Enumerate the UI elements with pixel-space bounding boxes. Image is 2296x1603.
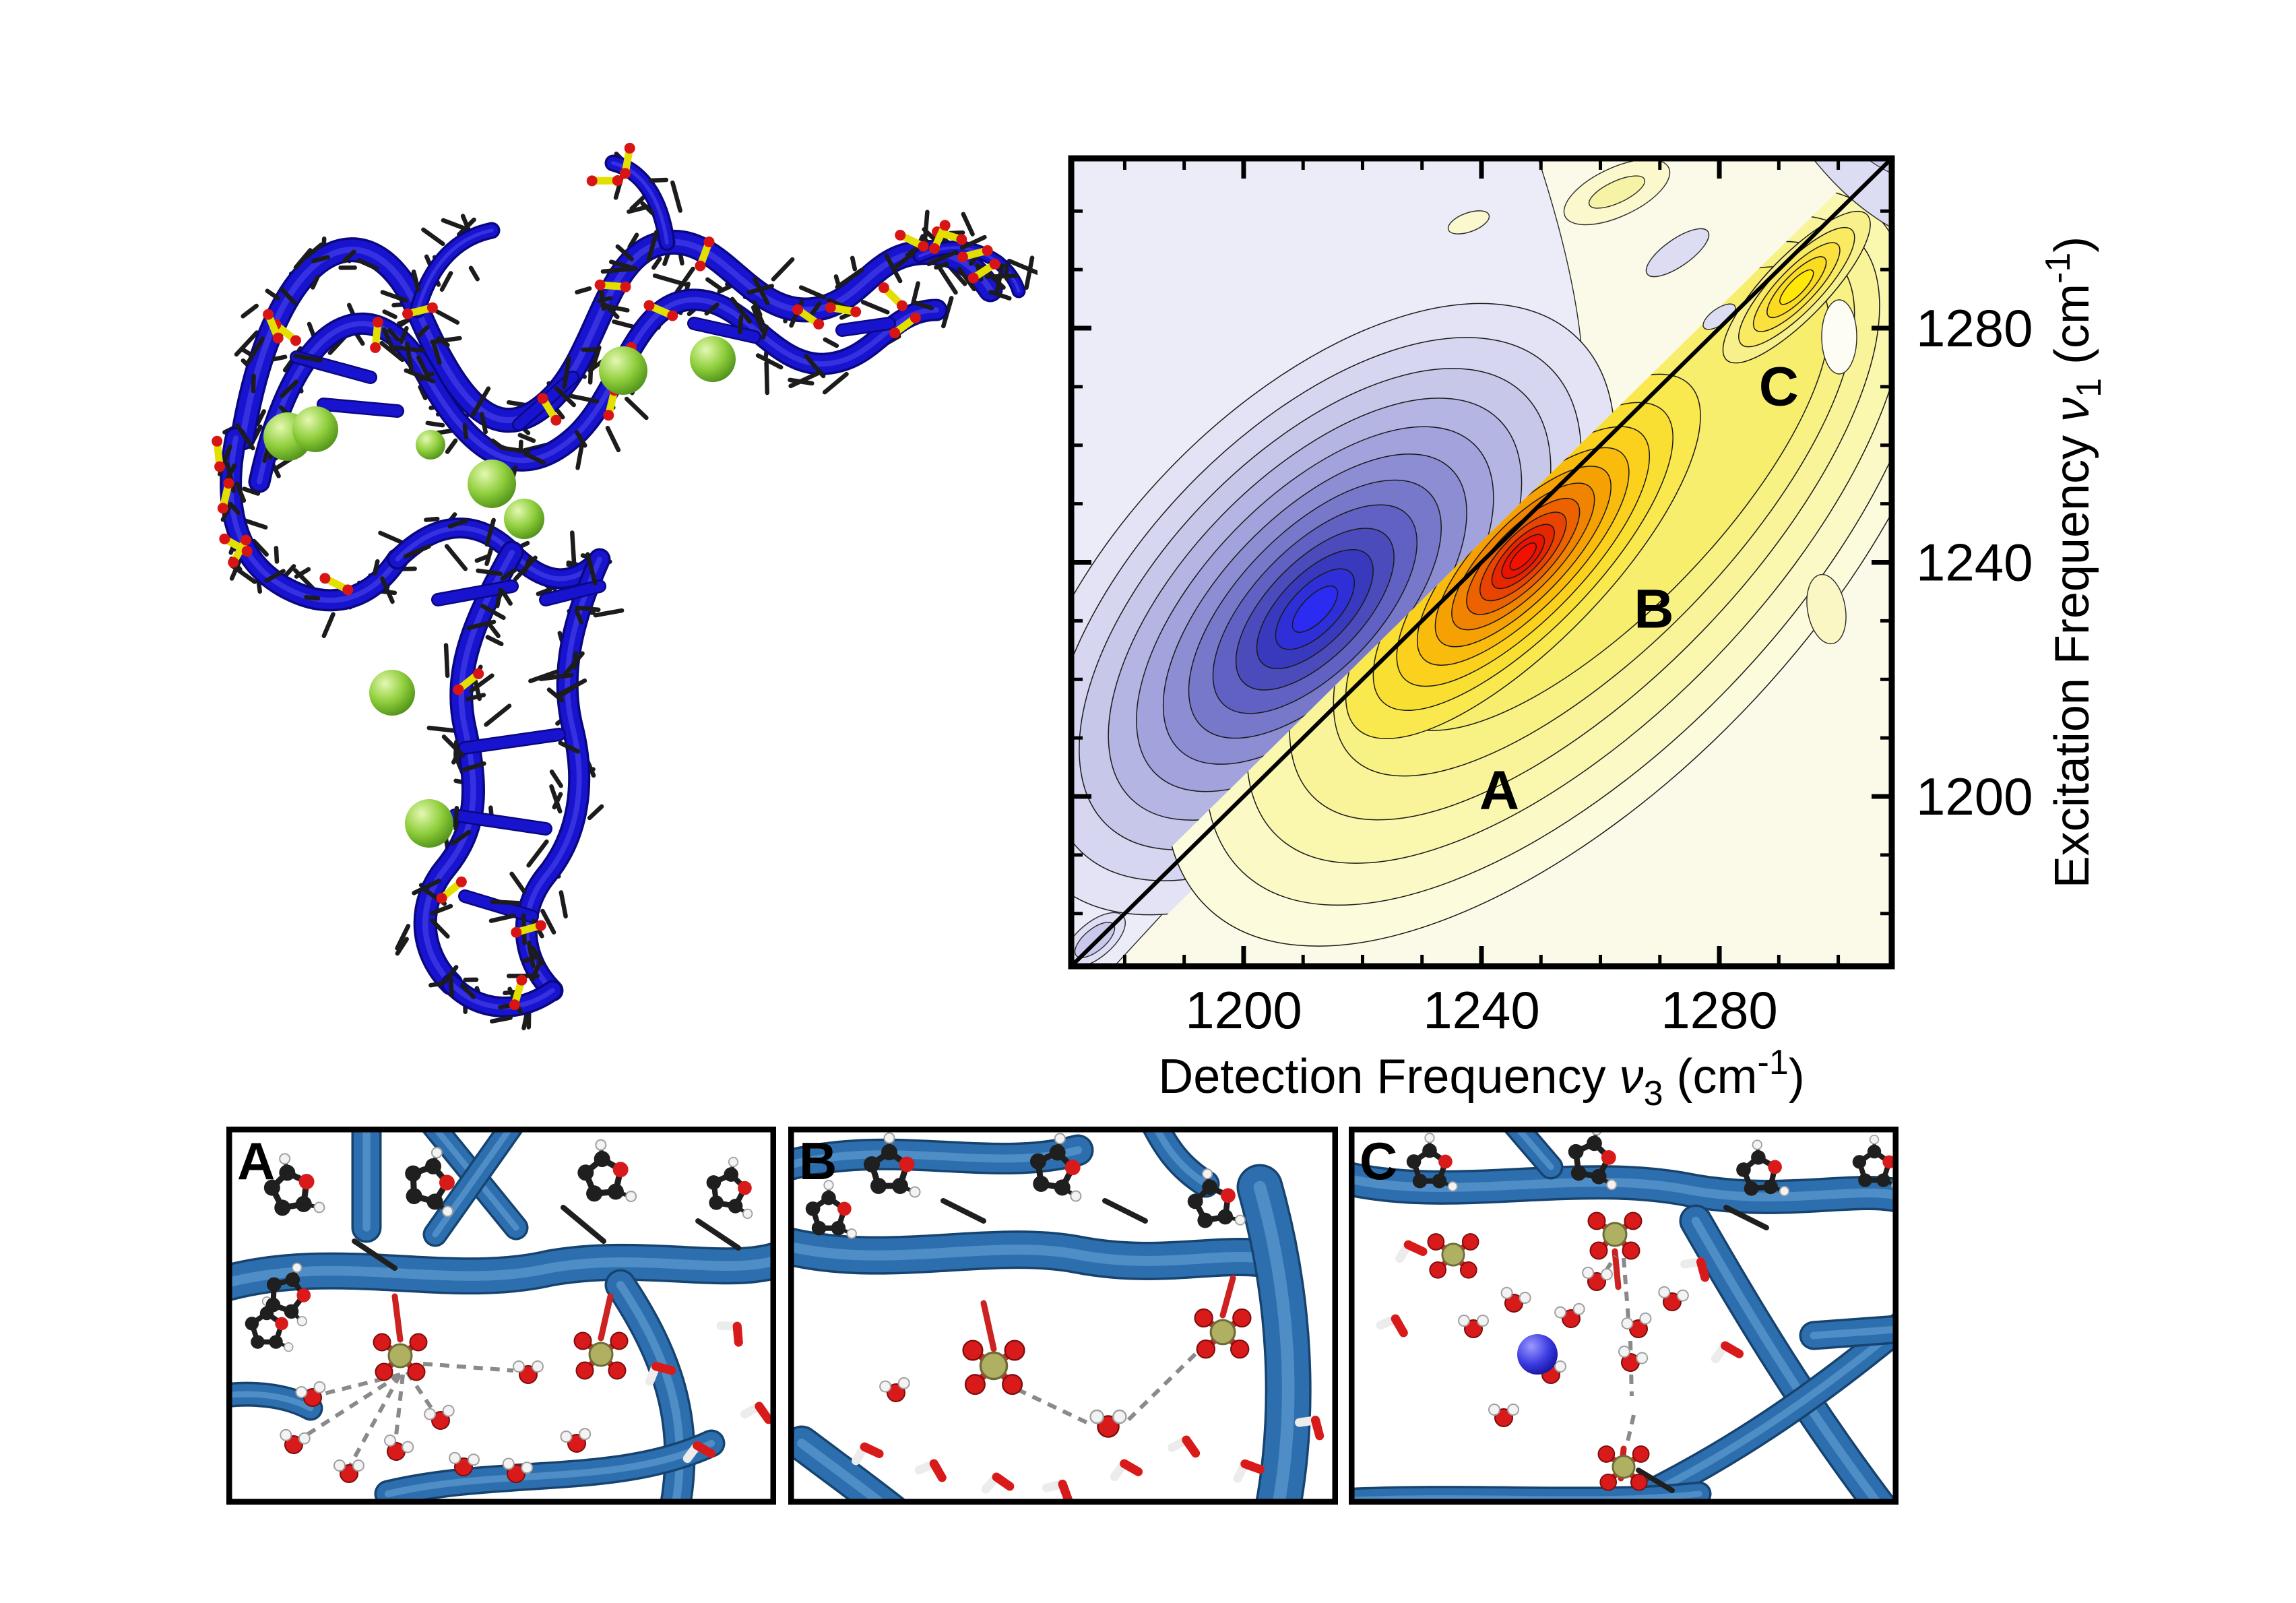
y-tick-label: 1200: [1916, 767, 2033, 826]
panel-border: [226, 1127, 776, 1505]
hydrogen-bond-dash: [1628, 1340, 1634, 1397]
magnesium-ions: [263, 336, 736, 848]
peak-label-c: C: [1759, 356, 1799, 417]
magnesium-ion: [690, 336, 736, 382]
phosphate-icon: [594, 279, 631, 292]
hydrogen-bond-dash: [313, 1373, 401, 1398]
snapshot-panel-a: [226, 1127, 776, 1505]
phosphate-icon: [509, 974, 528, 1011]
panel-c-letter: C: [1360, 1131, 1398, 1191]
snapshot-scene: [1349, 1127, 1899, 1505]
upper-positive-ridge: [1722, 210, 1871, 364]
hydrogen-bond-dash: [347, 1373, 402, 1469]
y-tick-labels: 1200 1240 1280: [1916, 298, 2033, 826]
phosphate-icon: [619, 142, 635, 179]
phosphate-icon: [586, 175, 623, 187]
snapshot-scene: [788, 1127, 1325, 1505]
x-tick-label: 1280: [1661, 980, 1778, 1040]
diagonal-line: [1071, 158, 1892, 966]
satellite-contours: [1071, 158, 1892, 966]
phosphate-icon: [319, 573, 354, 596]
phosphate-icon: [895, 229, 929, 252]
phosphate-icon: [537, 393, 562, 426]
x-tick-label: 1200: [1185, 980, 1302, 1040]
phosphate-icon: [212, 435, 226, 472]
magnesium-ion: [504, 499, 544, 539]
magnesium-ion: [292, 406, 338, 452]
hydrogen-bond-dash: [1016, 1387, 1089, 1425]
phosphate-icon: [511, 920, 546, 938]
contour-plot-area: [1071, 158, 1892, 966]
phosphate-icon: [453, 668, 484, 695]
magnesium-ion: [416, 430, 445, 460]
magnesium-ion: [369, 670, 415, 716]
snapshot-panel-b: [788, 1127, 1338, 1505]
y-axis-title: Excitation Frequency ν1 (cm-1): [2039, 237, 2109, 888]
magnesium-ion: [599, 346, 647, 395]
sodium-ion: [1517, 1334, 1558, 1375]
phosphate-icon: [957, 245, 993, 263]
x-tick-label: 1240: [1423, 980, 1540, 1040]
x-axis-title: Detection Frequency ν3 (cm-1): [1158, 1043, 1804, 1113]
positive-contour-lobe: [1164, 158, 1892, 947]
phosphate-icon: [878, 282, 907, 311]
hydrogen-bond-dash: [1624, 1414, 1636, 1448]
magnesium-ion: [468, 460, 516, 508]
phosphate-icon: [889, 312, 921, 339]
snapshot-panel-c: [1349, 1127, 1899, 1505]
phosphate-icon: [792, 304, 825, 330]
peak-label-b: B: [1634, 579, 1673, 640]
phosphate-icon: [402, 302, 438, 319]
phosphate-icon: [695, 236, 715, 272]
phosphate-icon: [263, 309, 284, 344]
peak-label-a: A: [1479, 760, 1519, 821]
y-tick-label: 1280: [1916, 298, 2033, 358]
panel-border: [1349, 1127, 1899, 1505]
peak-annotations: A B C: [1479, 356, 1799, 821]
hydrogen-bond-dash: [422, 1362, 514, 1373]
y-tick-label: 1240: [1916, 533, 2033, 592]
phosphate-icon: [967, 258, 1000, 284]
phosphate-icon: [370, 317, 383, 353]
phosphate-icon: [643, 300, 678, 321]
phosphate-icon: [217, 478, 234, 514]
phosphate-groups: [212, 142, 1000, 1011]
axis-ticks: [1071, 158, 1892, 966]
hydrogen-bond-dash: [296, 1373, 402, 1443]
phosphate-icon: [436, 876, 467, 904]
trna-structure-figure: [212, 142, 1038, 1031]
negative-contour-lobe: [1071, 303, 1616, 916]
panel-border: [788, 1127, 1338, 1505]
hydrogen-bond-dash: [1622, 1257, 1630, 1319]
panel-a-letter: A: [237, 1131, 276, 1191]
x-tick-labels: 1200 1240 1280: [1185, 980, 1778, 1040]
magnesium-ion: [405, 799, 453, 848]
panel-b-letter: B: [799, 1131, 837, 1191]
phosphate-icon: [219, 533, 253, 557]
backbone-ribbons: [220, 154, 1026, 1017]
phosphate-icon: [928, 220, 951, 254]
snapshot-scene: [226, 1127, 776, 1505]
hydrogen-bond-dash: [393, 1374, 405, 1448]
phosphate-icon: [825, 302, 862, 317]
